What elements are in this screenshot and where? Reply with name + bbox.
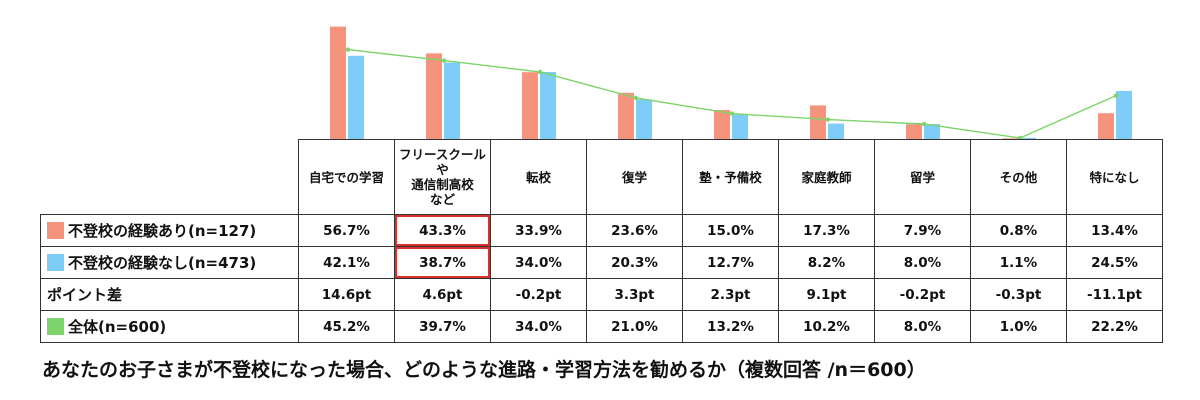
data-label-without-experience-4: 12.7%	[682, 246, 779, 279]
data-label-point-diff-7: -0.3pt	[970, 278, 1067, 311]
data-label-with-experience-0: 56.7%	[298, 214, 395, 247]
bar-line-chart	[330, 26, 1132, 140]
data-label-point-diff-4: 2.3pt	[682, 278, 779, 311]
data-label-point-diff-6: -0.2pt	[874, 278, 971, 311]
data-table: 自宅での学習 フリースクールや通信制高校 など 転校 復学 塾・予備校 家庭教師 留学 その他特…	[40, 139, 1163, 343]
table-row-overall: 全体(n=600) 45.2% 39.7% 34.0% 21.0% 13.2% 10.2% 8…	[40, 310, 1163, 343]
data-label-without-experience-0: 42.1%	[298, 246, 395, 279]
category-label-8: 特になし	[1066, 139, 1163, 215]
category-label-0: 自宅での学習	[298, 139, 395, 215]
data-label-without-experience-7: 1.1%	[970, 246, 1067, 279]
legend-swatch-with-experience	[47, 222, 64, 239]
table-row-point-diff: ポイント差 14.6pt 4.6pt -0.2pt 3.3pt 2.3pt 9.1pt -0.…	[40, 278, 1163, 311]
chart-title: あなたのお子さまが不登校になった場合、どのような進路・学習方法を勧めるか（複数回…	[42, 359, 926, 381]
row-label-without-experience: 不登校の経験なし(n=473)	[40, 246, 299, 279]
legend-label-without-experience: 不登校の経験なし(n=473)	[68, 254, 257, 272]
legend-swatch-overall	[47, 318, 64, 335]
data-label-with-experience-1: 43.3%	[394, 214, 491, 247]
row-label-overall: 全体(n=600)	[40, 310, 299, 343]
legend-label-overall: 全体(n=600)	[68, 318, 167, 336]
bar-without-experience-0	[348, 55, 364, 140]
bar-without-experience-2	[540, 72, 556, 140]
data-label-with-experience-7: 0.8%	[970, 214, 1067, 247]
bar-without-experience-3	[636, 99, 652, 140]
data-label-with-experience-6: 7.9%	[874, 214, 971, 247]
bar-without-experience-5	[828, 123, 844, 140]
data-label-overall-8: 22.2%	[1066, 310, 1163, 343]
data-label-point-diff-2: -0.2pt	[490, 278, 587, 311]
row-label-point-diff: ポイント差	[40, 278, 299, 311]
header-row: 自宅での学習 フリースクールや通信制高校 など 転校 復学 塾・予備校 家庭教師 留学 その他特…	[40, 139, 1163, 215]
bar-with-experience-8	[1098, 113, 1114, 140]
overall-point-6	[921, 121, 927, 127]
data-label-point-diff-3: 3.3pt	[586, 278, 683, 311]
overall-point-3	[633, 95, 639, 101]
bar-with-experience-5	[810, 105, 826, 140]
data-label-overall-2: 34.0%	[490, 310, 587, 343]
category-label-1: フリースクールや通信制高校 など	[394, 139, 491, 215]
overall-point-1	[441, 58, 447, 63]
corner-cell	[40, 139, 299, 215]
bar-without-experience-6	[924, 124, 940, 140]
overall-point-7	[1017, 135, 1023, 140]
data-label-without-experience-8: 24.5%	[1066, 246, 1163, 279]
table-row-without-experience: 不登校の経験なし(n=473) 42.1% 38.7% 34.0% 20.3% 12.7%…	[40, 246, 1163, 279]
data-label-without-experience-6: 8.0%	[874, 246, 971, 279]
data-label-overall-0: 45.2%	[298, 310, 395, 343]
category-label-4: 塾・予備校	[682, 139, 779, 215]
bar-with-experience-3	[618, 92, 634, 140]
data-label-without-experience-5: 8.2%	[778, 246, 875, 279]
overall-point-5	[825, 117, 831, 122]
data-label-overall-7: 1.0%	[970, 310, 1067, 343]
legend-label-point-diff: ポイント差	[47, 286, 123, 304]
bar-with-experience-4	[714, 110, 730, 140]
category-label-3: 復学	[586, 139, 683, 215]
data-label-with-experience-5: 17.3%	[778, 214, 875, 247]
category-label-6: 留学	[874, 139, 971, 215]
overall-point-2	[537, 69, 543, 75]
data-label-overall-5: 10.2%	[778, 310, 875, 343]
overall-point-0	[345, 47, 351, 52]
overall-point-8	[1113, 93, 1119, 98]
data-label-point-diff-5: 9.1pt	[778, 278, 875, 311]
category-label-2: 転校	[490, 139, 587, 215]
data-label-overall-1: 39.7%	[394, 310, 491, 343]
bar-without-experience-1	[444, 62, 460, 140]
data-label-without-experience-2: 34.0%	[490, 246, 587, 279]
data-label-point-diff-0: 14.6pt	[298, 278, 395, 311]
bar-with-experience-6	[906, 124, 922, 140]
data-label-point-diff-1: 4.6pt	[394, 278, 491, 311]
data-label-with-experience-2: 33.9%	[490, 214, 587, 247]
overall-point-4	[729, 111, 735, 116]
table-row-with-experience: 不登校の経験あり(n=127) 56.7% 43.3% 33.9% 23.6% 15.0%…	[40, 214, 1163, 247]
category-label-5: 家庭教師	[778, 139, 875, 215]
category-label-7: その他	[970, 139, 1067, 215]
data-label-with-experience-8: 13.4%	[1066, 214, 1163, 247]
bar-without-experience-8	[1116, 91, 1132, 140]
data-label-overall-4: 13.2%	[682, 310, 779, 343]
bar-with-experience-0	[330, 26, 346, 140]
legend-label-with-experience: 不登校の経験あり(n=127)	[68, 222, 257, 240]
data-label-with-experience-3: 23.6%	[586, 214, 683, 247]
data-label-without-experience-1: 38.7%	[394, 246, 491, 279]
data-label-with-experience-4: 15.0%	[682, 214, 779, 247]
data-label-point-diff-8: -11.1pt	[1066, 278, 1163, 311]
legend-swatch-without-experience	[47, 254, 64, 271]
row-label-with-experience: 不登校の経験あり(n=127)	[40, 214, 299, 247]
data-label-without-experience-3: 20.3%	[586, 246, 683, 279]
data-label-overall-6: 8.0%	[874, 310, 971, 343]
bar-without-experience-4	[732, 114, 748, 140]
bar-with-experience-1	[426, 53, 442, 140]
bar-with-experience-2	[522, 72, 538, 140]
bar-without-experience-7	[1020, 137, 1036, 140]
data-label-overall-3: 21.0%	[586, 310, 683, 343]
